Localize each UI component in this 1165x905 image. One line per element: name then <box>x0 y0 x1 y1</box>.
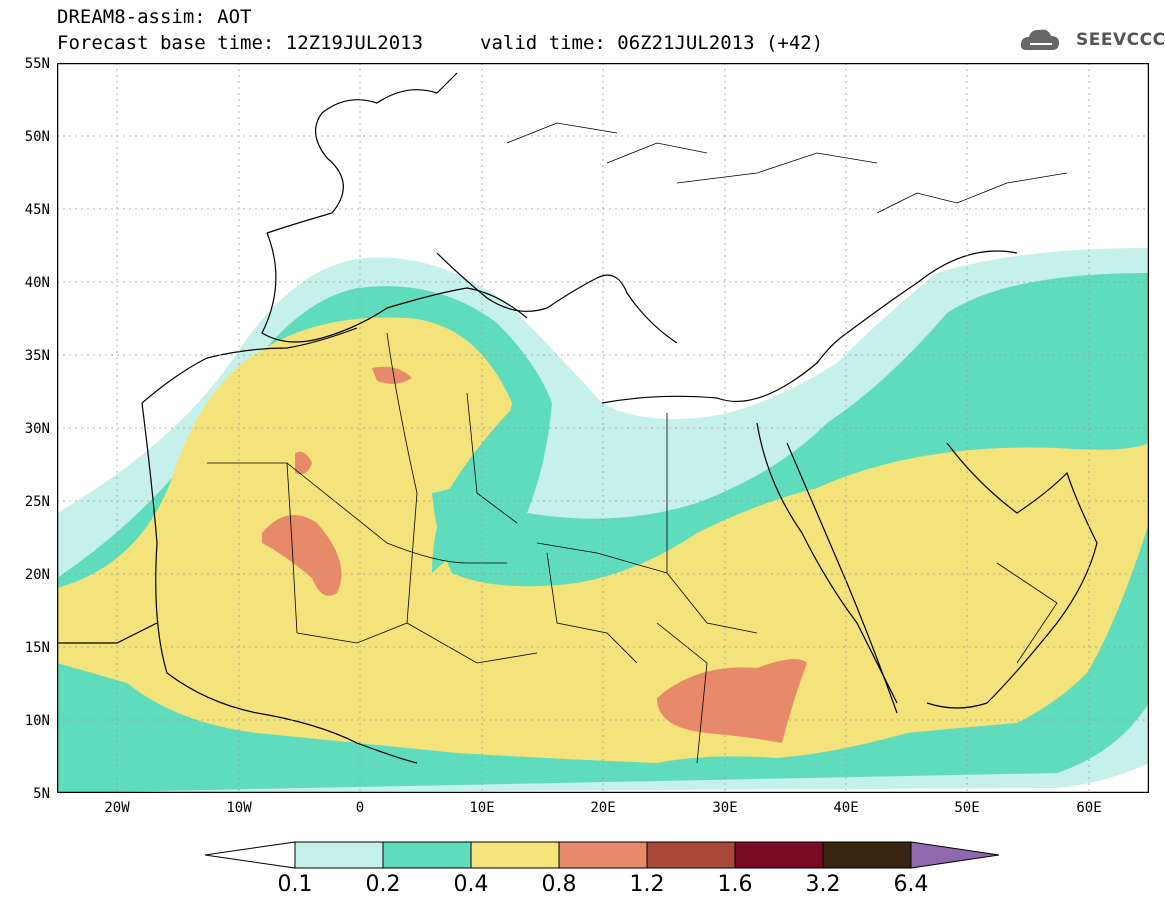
title-line-1: DREAM8-assim: AOT <box>57 6 252 28</box>
colorbar-bin-6 <box>734 841 824 869</box>
lon-label: 10E <box>469 800 495 816</box>
lon-label: 50E <box>954 800 980 816</box>
lon-label: 0 <box>355 800 365 816</box>
borders <box>207 122 1068 764</box>
colorbar-bin-5 <box>646 841 736 869</box>
graticule <box>57 63 1149 793</box>
aot-patch-0.8-b <box>295 451 312 475</box>
lat-label: 5N <box>33 786 50 802</box>
colorbar-label: 0.1 <box>277 872 313 897</box>
aot-band-0.4 <box>57 317 1149 763</box>
logo-text: SEEVCCC <box>1076 30 1165 50</box>
aot-map <box>57 63 1149 793</box>
colorbar-label: 1.2 <box>629 872 665 897</box>
colorbar-bin-1 <box>294 841 384 869</box>
lat-label: 50N <box>24 129 50 145</box>
map-frame <box>57 63 1149 793</box>
colorbar-bin-3 <box>470 841 560 869</box>
lat-label: 45N <box>24 202 50 218</box>
colorbar-bin-2 <box>382 841 472 869</box>
colorbar-label: 6.4 <box>893 872 929 897</box>
colorbar-label: 0.2 <box>365 872 401 897</box>
lat-label: 35N <box>24 348 50 364</box>
colorbar-bin-7 <box>822 841 912 869</box>
colorbar-label: 3.2 <box>805 872 841 897</box>
colorbar <box>205 841 1000 869</box>
lon-label: 30E <box>712 800 738 816</box>
coastlines <box>57 72 1098 764</box>
lon-label: 20W <box>104 800 130 816</box>
colorbar-label: 0.4 <box>453 872 489 897</box>
lat-label: 30N <box>24 421 50 437</box>
lon-label: 20E <box>590 800 616 816</box>
aot-patch-0.8-d <box>657 659 807 743</box>
valid-time: valid time: 06Z21JUL2013 (+42) <box>480 32 824 54</box>
colorbar-bin-4 <box>558 841 648 869</box>
colorbar-under-arrow <box>205 841 296 869</box>
lat-label: 40N <box>24 275 50 291</box>
cloud-icon <box>1020 29 1059 50</box>
lon-label: 10W <box>226 800 252 816</box>
colorbar-over-arrow <box>910 841 1000 869</box>
lat-label: 20N <box>24 567 50 583</box>
colorbar-label: 0.8 <box>541 872 577 897</box>
aot-patch-0.8-c <box>262 515 342 596</box>
colorbar-label: 1.6 <box>717 872 753 897</box>
lat-label: 15N <box>24 640 50 656</box>
aot-patch-0.8-a <box>372 366 412 384</box>
aot-patch-0.2-sahara <box>432 393 545 573</box>
lat-label: 55N <box>24 56 50 72</box>
lat-label: 10N <box>24 713 50 729</box>
lon-label: 60E <box>1076 800 1102 816</box>
lat-label: 25N <box>24 494 50 510</box>
title-line-2: Forecast base time: 12Z19JUL2013 <box>57 32 424 54</box>
lon-label: 40E <box>833 800 859 816</box>
